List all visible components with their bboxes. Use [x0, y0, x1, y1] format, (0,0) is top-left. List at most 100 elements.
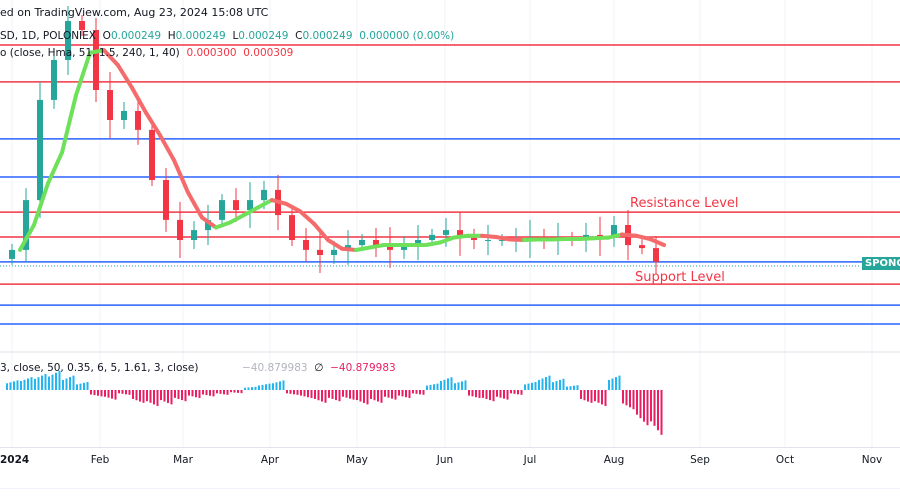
candle-body: [317, 249, 323, 255]
hma-line-segment: [242, 205, 260, 218]
oscillator-bar: [167, 390, 169, 403]
oscillator-bar: [6, 383, 8, 390]
hma-line-segment: [340, 246, 358, 252]
oscillator-bar: [268, 383, 271, 390]
oscillator-bar: [471, 390, 474, 397]
oscillator-bar: [275, 382, 278, 390]
oscillator-bar: [566, 386, 568, 390]
oscillator-bar: [433, 384, 435, 390]
hma-line-segment: [550, 236, 568, 242]
time-axis[interactable]: 2024 Feb Mar Apr May Jun Jul Aug Sep Oct Nov: [0, 447, 900, 489]
oscillator-bar: [601, 390, 603, 405]
oscillator-bar: [317, 390, 320, 401]
x-tick-label: Jul: [523, 454, 537, 466]
oscillator-bar: [76, 384, 78, 390]
hma-line-segment: [298, 209, 316, 226]
oscillator-bar: [646, 390, 649, 426]
oscillator-bar: [377, 390, 379, 402]
oscillator-bar: [569, 386, 572, 390]
candle-body: [429, 234, 435, 240]
candle-body: [79, 21, 85, 30]
oscillator-bar: [100, 390, 103, 397]
oscillator-bar: [464, 380, 467, 390]
oscillator-bar: [244, 387, 246, 390]
open-label: O: [102, 30, 111, 42]
hma-line-segment: [284, 201, 302, 214]
x-tick-label: Apr: [260, 454, 280, 466]
ohlc-legend: SD, 1D, POLONIEX O0.000249 H0.000249 L0.…: [0, 30, 454, 42]
hma-line-segment: [522, 237, 540, 242]
oscillator-bar: [233, 390, 236, 393]
candle-body: [443, 230, 449, 235]
oscillator-bar: [272, 383, 274, 390]
oscillator-bar: [328, 390, 330, 398]
oscillator-bar: [44, 374, 47, 390]
oscillator-bar: [282, 380, 285, 390]
x-tick-label: Feb: [90, 454, 110, 466]
oscillator-bar: [576, 385, 579, 390]
candle-body: [65, 21, 71, 60]
oscillator-label[interactable]: 3, close, 50, 0.35, 6, 5, 1.61, 3, close…: [0, 362, 199, 374]
oscillator-bar: [9, 382, 12, 390]
candle-body: [373, 240, 379, 246]
oscillator-bar: [237, 390, 239, 393]
oscillator-bar: [524, 384, 526, 390]
x-tick-label: Jun: [436, 454, 454, 466]
candle-body: [149, 129, 155, 180]
oscillator-bar: [485, 390, 488, 399]
oscillator-bar: [622, 390, 624, 404]
oscillator-bar: [552, 382, 554, 390]
candle-body: [359, 240, 365, 246]
indicator-value-1: 0.000300: [186, 47, 237, 59]
candle-body: [163, 180, 169, 220]
hma-line-segment: [186, 190, 204, 220]
oscillator-bar: [611, 378, 614, 390]
oscillator-bar: [583, 390, 586, 401]
oscillator-bar: [107, 390, 110, 398]
oscillator-bar: [153, 390, 155, 405]
oscillator-bar: [205, 390, 208, 396]
x-tick-label: Oct: [775, 454, 795, 466]
oscillator-bar: [429, 384, 432, 390]
oscillator-bar: [356, 390, 358, 401]
oscillator-bar: [520, 390, 523, 395]
oscillator-bar: [618, 375, 621, 390]
hma-line-segment: [354, 245, 372, 252]
oscillator-bar: [230, 390, 232, 393]
oscillator-bar: [324, 390, 327, 403]
hma-line-segment: [32, 181, 50, 227]
oscillator-bar: [562, 378, 565, 390]
oscillator-bar: [517, 390, 519, 395]
oscillator-bar: [104, 390, 106, 397]
high-value: 0.000249: [175, 30, 226, 42]
oscillator-bar: [156, 390, 159, 406]
low-value: 0.000249: [238, 30, 289, 42]
oscillator-bar: [639, 390, 642, 419]
oscillator-bar: [177, 390, 180, 399]
oscillator-value-1: −40.879983: [242, 362, 308, 374]
oscillator-bar: [352, 390, 355, 400]
hma-line-segment: [46, 150, 64, 186]
oscillator-bar: [226, 390, 229, 395]
oscillator-bar: [97, 390, 99, 396]
oscillator-bar: [170, 390, 173, 405]
hma-line-segment: [620, 232, 638, 238]
oscillator-bar: [174, 390, 176, 398]
oscillator-bar: [492, 390, 495, 402]
x-tick-label: 2024: [0, 454, 30, 466]
oscillator-bar: [594, 390, 596, 402]
hma-line-segment: [256, 198, 274, 210]
candle-body: [107, 90, 113, 120]
oscillator-bar: [128, 390, 131, 395]
hma-line-segment: [144, 110, 162, 138]
oscillator-bar: [118, 390, 120, 394]
oscillator-bar: [149, 390, 152, 403]
oscillator-bar: [13, 381, 15, 390]
oscillator-bar: [426, 385, 428, 390]
candle-body: [247, 200, 253, 210]
hma-line-segment: [200, 215, 218, 230]
indicator-label[interactable]: o (close, Hma, 51, 1.5, 240, 1, 40): [0, 47, 180, 59]
symbol-label[interactable]: SD, 1D, POLONIEX: [0, 30, 96, 42]
oscillator-bar: [37, 377, 40, 390]
price-chart[interactable]: [0, 0, 900, 447]
